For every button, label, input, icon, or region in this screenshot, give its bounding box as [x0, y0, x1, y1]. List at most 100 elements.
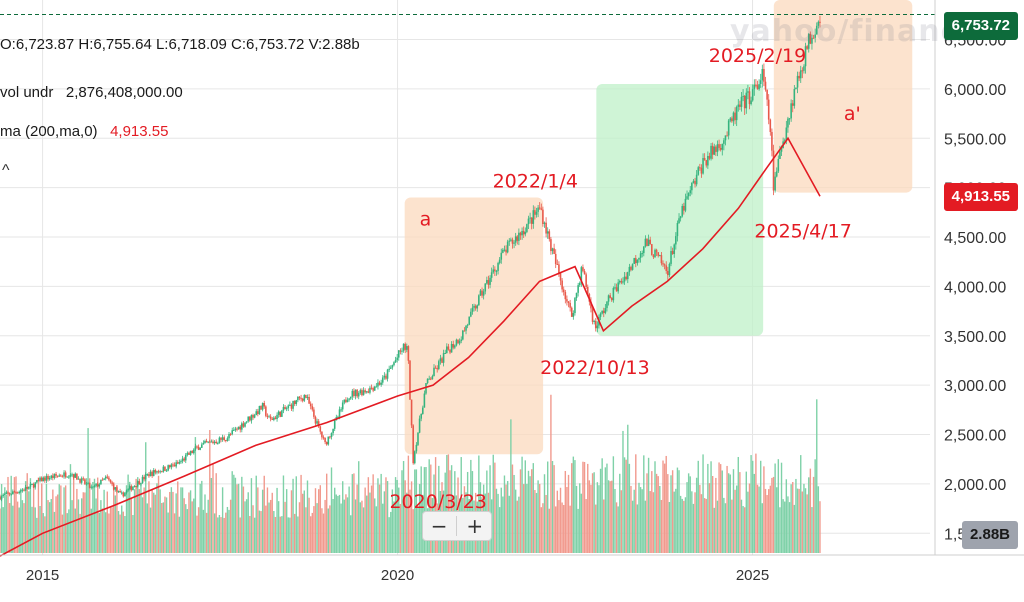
candle-body — [7, 492, 9, 494]
volume-bar — [311, 512, 313, 553]
candle-body — [590, 301, 592, 309]
candle-body — [285, 408, 288, 410]
candle-body — [58, 475, 61, 477]
candle-body — [522, 230, 525, 235]
candle-body — [695, 174, 698, 185]
candle-body — [164, 466, 166, 471]
candle-body — [356, 389, 358, 397]
candle-body — [470, 311, 472, 317]
volume-bar — [138, 489, 141, 553]
volume-bar — [129, 481, 131, 553]
candle-body — [795, 87, 797, 90]
candle-body — [236, 428, 238, 430]
candle-body — [0, 496, 1, 500]
collapse-legend-icon[interactable]: ^ — [2, 162, 10, 179]
candle-body — [642, 246, 645, 254]
volume-bar — [53, 511, 56, 553]
candle-body — [399, 350, 402, 352]
zoom-in-button[interactable]: + — [466, 514, 484, 538]
volume-bar — [98, 512, 100, 553]
candle-body — [199, 447, 201, 450]
volume-bar — [510, 419, 512, 553]
y-tick-label: 3,000.00 — [944, 378, 1006, 395]
candle-body — [226, 438, 229, 441]
candle-body — [686, 196, 688, 199]
candle-body — [705, 160, 708, 166]
candle-body — [575, 292, 578, 299]
candle-body — [529, 217, 531, 219]
candle-body — [72, 474, 75, 478]
volume-bar — [768, 489, 770, 553]
candle-body — [628, 266, 631, 273]
candle-body — [814, 34, 816, 38]
candle-body — [428, 378, 430, 380]
volume-bar — [771, 477, 773, 553]
candle-body — [593, 320, 595, 322]
volume-bar — [731, 499, 733, 553]
highlight-region-1 — [596, 83, 764, 336]
candle-body — [548, 231, 551, 240]
candle-body — [213, 441, 216, 444]
volume-bar — [253, 517, 256, 553]
candle-body — [154, 470, 157, 473]
volume-bar — [769, 485, 772, 553]
volume-bar — [13, 477, 16, 553]
volume-bar — [755, 453, 757, 553]
volume-bar — [711, 476, 714, 553]
candle-body — [577, 285, 579, 293]
volume-bar — [550, 394, 552, 553]
volume-bar — [718, 462, 720, 553]
volume-bar — [281, 516, 283, 553]
candle-body — [184, 454, 187, 461]
candle-body — [287, 405, 290, 409]
candle-body — [276, 414, 278, 420]
volume-bar — [252, 505, 254, 553]
candle-body — [610, 297, 613, 301]
volume-bar — [82, 492, 84, 553]
volume-bar — [69, 464, 72, 553]
candle-body — [815, 25, 818, 35]
volume-bar — [540, 507, 543, 553]
volume-bar — [277, 501, 280, 553]
volume-bar — [140, 484, 142, 553]
candle-body — [108, 477, 110, 480]
ma-price-tag: 4,913.55 — [943, 183, 1018, 211]
volume-bar — [420, 466, 422, 553]
volume-bar — [79, 513, 81, 553]
candle-body — [90, 486, 93, 488]
volume-bar — [695, 477, 698, 553]
candle-body — [269, 416, 272, 419]
volume-bar — [489, 465, 491, 553]
candle-body — [301, 398, 304, 401]
volume-bar — [585, 499, 587, 553]
volume-bar — [194, 437, 197, 553]
volume-bar — [776, 487, 778, 553]
volume-bar — [293, 513, 296, 553]
volume-bar — [76, 488, 78, 553]
candle-body — [670, 251, 672, 264]
candle-body — [439, 358, 442, 362]
volume-bar — [627, 424, 629, 553]
volume-bar — [26, 473, 28, 553]
candle-body — [5, 492, 8, 495]
candle-body — [377, 382, 379, 387]
volume-bar — [612, 456, 615, 553]
volume-bar — [217, 517, 219, 553]
volume-bar — [300, 474, 302, 553]
candle-body — [229, 434, 232, 436]
volume-bar — [72, 474, 75, 553]
volume-bar — [145, 442, 147, 553]
volume-bar — [691, 491, 693, 553]
zoom-out-button[interactable]: − — [430, 514, 448, 538]
volume-bar — [18, 507, 20, 553]
candle-body — [181, 458, 184, 462]
candle-body — [481, 290, 483, 296]
candle-body — [719, 147, 722, 150]
candle-body — [282, 406, 285, 411]
candle-body — [471, 307, 474, 312]
candle-body — [0, 496, 3, 500]
candle-body — [793, 89, 796, 106]
volume-bar — [154, 494, 157, 553]
